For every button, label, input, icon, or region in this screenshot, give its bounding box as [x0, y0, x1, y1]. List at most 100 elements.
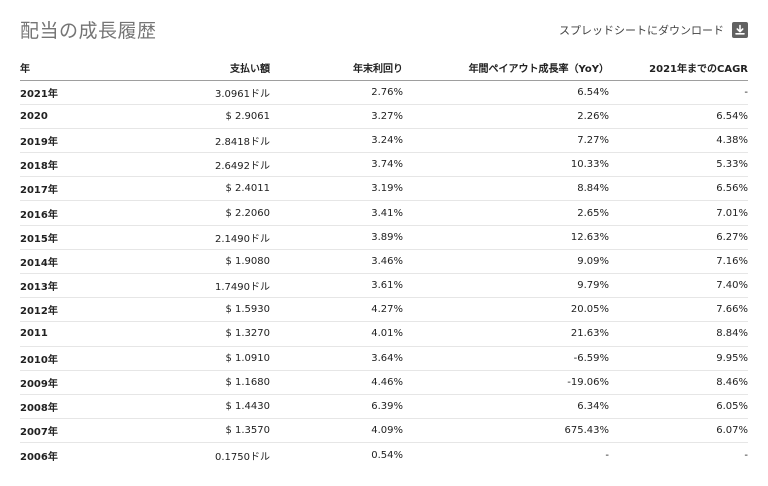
- cell-growth: 675.43%: [403, 418, 609, 444]
- cell-paid: 2.6492ドル: [120, 152, 270, 178]
- download-icon: [732, 22, 748, 38]
- cell-yield: 3.89%: [270, 225, 403, 250]
- cell-yield: 6.39%: [270, 394, 403, 420]
- table-row: 2019年 2.8418ドル 3.24% 7.27% 4.38%: [20, 128, 748, 154]
- cell-cagr: 7.66%: [609, 297, 748, 323]
- table-row: 2010年 $ 1.0910 3.64% -6.59% 9.95%: [20, 346, 748, 371]
- cell-yield: 3.27%: [270, 104, 403, 129]
- cell-year: 2015年: [20, 225, 120, 250]
- cell-year: 2006年: [20, 451, 58, 463]
- table-body: 2021年 3.0961ドル 2.76% 6.54% -2020 $ 2.9061 3.27…: [20, 80, 748, 467]
- cell-cagr: 7.01%: [609, 200, 748, 226]
- cell-year: 2012年: [20, 297, 120, 323]
- cell-cagr: -: [609, 80, 748, 105]
- cell-cagr: 6.07%: [609, 418, 748, 444]
- cell-growth: -19.06%: [403, 370, 609, 395]
- cell-year: 2014年: [20, 249, 120, 275]
- cell-paid: $ 1.0910: [120, 346, 270, 371]
- cell-cagr: 7.16%: [609, 249, 748, 275]
- cell-growth: 6.34%: [403, 394, 609, 420]
- table-row: 2021年 3.0961ドル 2.76% 6.54% -: [20, 80, 748, 105]
- cell-growth: -6.59%: [403, 346, 609, 371]
- cell-year: 2013年: [20, 273, 120, 299]
- cell-cagr: 6.56%: [609, 176, 748, 202]
- cell-year: 2020: [20, 104, 120, 129]
- cell-paid: $ 1.4430: [120, 394, 270, 420]
- table-row: 2007年 $ 1.3570 4.09% 675.43% 6.07%: [20, 418, 748, 444]
- cell-yield: 4.09%: [270, 418, 403, 444]
- cell-yield: 3.41%: [270, 200, 403, 226]
- cell-growth: 6.54%: [403, 80, 609, 105]
- cell-growth: 20.05%: [403, 297, 609, 323]
- cell-yield: 3.61%: [270, 273, 403, 299]
- cell-growth: 2.26%: [403, 104, 609, 129]
- cell-cagr: 9.95%: [609, 346, 748, 371]
- cell-paid: $ 1.5930: [120, 297, 270, 323]
- table-row: 2020 $ 2.9061 3.27% 2.26% 6.54%: [20, 104, 748, 129]
- cell-growth: 8.84%: [403, 176, 609, 202]
- cell-paid: 0.1750ドル: [215, 451, 270, 463]
- cell-cagr: 4.38%: [609, 128, 748, 154]
- table-row: 2015年 2.1490ドル 3.89% 12.63% 6.27%: [20, 225, 748, 250]
- cell-year: 2007年: [20, 418, 120, 444]
- cell-growth: 12.63%: [403, 225, 609, 250]
- cell-paid: 2.8418ドル: [120, 128, 270, 154]
- cell-yield: 3.46%: [270, 249, 403, 275]
- header-year: 年: [20, 56, 120, 81]
- cell-year: 2019年: [20, 128, 120, 154]
- table-row: 2006年 0.1750ドル 0.54% - -: [20, 443, 748, 467]
- cell-year: 2008年: [20, 394, 120, 420]
- cell-cagr: 8.46%: [609, 370, 748, 395]
- cell-cagr: 7.40%: [609, 273, 748, 299]
- cell-cagr: 5.33%: [609, 152, 748, 178]
- header-cagr: 2021年までのCAGR: [609, 56, 748, 81]
- download-label: スプレッドシートにダウンロード: [559, 24, 724, 37]
- table-row: 2018年 2.6492ドル 3.74% 10.33% 5.33%: [20, 152, 748, 178]
- table-header-row: 年 支払い額 年末利回り 年間ペイアウト成長率（YoY） 2021年までのCAG…: [20, 56, 748, 81]
- table-row: 2014年 $ 1.9080 3.46% 9.09% 7.16%: [20, 249, 748, 275]
- cell-year: 2016年: [20, 200, 120, 226]
- cell-year: 2018年: [20, 152, 120, 178]
- cell-paid: 1.7490ドル: [120, 273, 270, 299]
- cell-paid: 2.1490ドル: [120, 225, 270, 250]
- cell-cagr: -: [744, 449, 748, 461]
- cell-yield: 0.54%: [371, 449, 403, 461]
- cell-paid: 3.0961ドル: [120, 80, 270, 105]
- cell-yield: 3.19%: [270, 176, 403, 202]
- table-row: 2016年 $ 2.2060 3.41% 2.65% 7.01%: [20, 200, 748, 226]
- cell-paid: $ 1.3270: [120, 321, 270, 347]
- header-growth: 年間ペイアウト成長率（YoY）: [403, 56, 609, 81]
- cell-growth: 9.09%: [403, 249, 609, 275]
- cell-cagr: 6.54%: [609, 104, 748, 129]
- header-paid: 支払い額: [120, 56, 270, 81]
- cell-yield: 4.46%: [270, 370, 403, 395]
- header-yield: 年末利回り: [270, 56, 403, 81]
- cell-year: 2009年: [20, 370, 120, 395]
- cell-cagr: 6.27%: [609, 225, 748, 250]
- table-row: 2008年 $ 1.4430 6.39% 6.34% 6.05%: [20, 394, 748, 420]
- table-row: 2013年 1.7490ドル 3.61% 9.79% 7.40%: [20, 273, 748, 299]
- download-spreadsheet-button[interactable]: スプレッドシートにダウンロード: [559, 22, 748, 38]
- table-row: 2009年 $ 1.1680 4.46% -19.06% 8.46%: [20, 370, 748, 395]
- cell-year: 2021年: [20, 80, 120, 105]
- header: 配当の成長履歴 スプレッドシートにダウンロード: [20, 16, 748, 46]
- page-title: 配当の成長履歴: [20, 20, 157, 42]
- cell-yield: 2.76%: [270, 80, 403, 105]
- cell-paid: $ 2.9061: [120, 104, 270, 129]
- cell-cagr: 8.84%: [609, 321, 748, 347]
- cell-growth: 2.65%: [403, 200, 609, 226]
- cell-yield: 3.74%: [270, 152, 403, 178]
- cell-year: 2011: [20, 321, 120, 347]
- table-row: 2017年 $ 2.4011 3.19% 8.84% 6.56%: [20, 176, 748, 202]
- cell-paid: $ 2.2060: [120, 200, 270, 226]
- cell-paid: $ 2.4011: [120, 176, 270, 202]
- cell-cagr: 6.05%: [609, 394, 748, 420]
- cell-year: 2017年: [20, 176, 120, 202]
- table-row: 2011 $ 1.3270 4.01% 21.63% 8.84%: [20, 321, 748, 347]
- cell-yield: 3.24%: [270, 128, 403, 154]
- table-row: 2012年 $ 1.5930 4.27% 20.05% 7.66%: [20, 297, 748, 323]
- cell-growth: 21.63%: [403, 321, 609, 347]
- cell-year: 2010年: [20, 346, 120, 371]
- cell-growth: 9.79%: [403, 273, 609, 299]
- cell-yield: 4.01%: [270, 321, 403, 347]
